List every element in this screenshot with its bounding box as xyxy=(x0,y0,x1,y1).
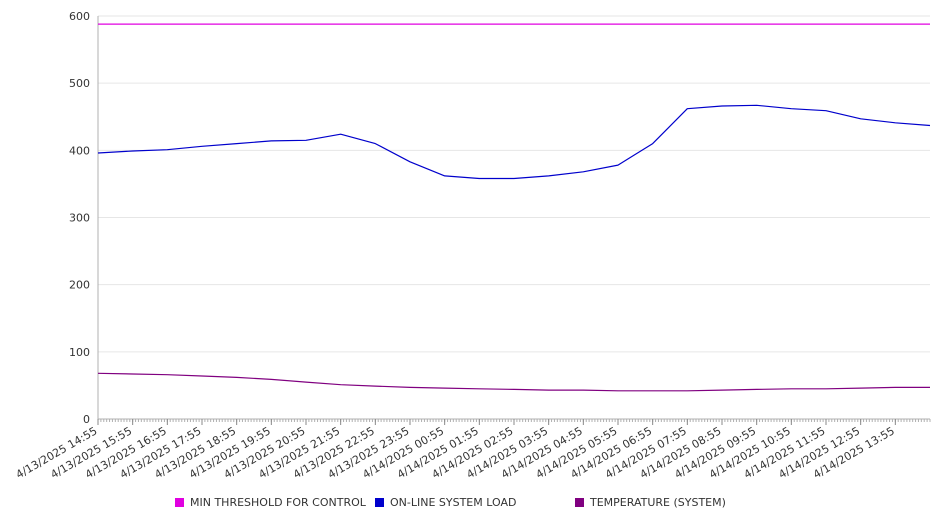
legend-item-system-load[interactable]: ON-LINE SYSTEM LOAD xyxy=(375,496,516,509)
series-line-1 xyxy=(97,104,931,180)
legend-item-temperature[interactable]: TEMPERATURE (SYSTEM) xyxy=(575,496,726,509)
y-tick-label: 500 xyxy=(69,77,90,90)
y-axis-ticks: 0 100 200 300 400 500 600 xyxy=(69,10,90,426)
legend-label-system-load: ON-LINE SYSTEM LOAD xyxy=(390,496,517,509)
legend-item-min-threshold[interactable]: MIN THRESHOLD FOR CONTROL xyxy=(175,496,366,509)
series-lines xyxy=(97,23,931,392)
y-tick-label: 400 xyxy=(69,144,90,157)
y-tick-label: 200 xyxy=(69,279,90,292)
y-tick-label: 600 xyxy=(69,10,90,23)
legend: MIN THRESHOLD FOR CONTROL ON-LINE SYSTEM… xyxy=(0,496,946,516)
y-tick-label: 100 xyxy=(69,346,90,359)
legend-label-min-threshold: MIN THRESHOLD FOR CONTROL xyxy=(190,496,366,509)
x-axis-ticks: 4/13/2025 14:554/13/2025 15:554/13/2025 … xyxy=(14,419,897,481)
legend-label-temperature: TEMPERATURE (SYSTEM) xyxy=(590,496,726,509)
legend-swatch-temperature xyxy=(575,498,584,507)
legend-swatch-min-threshold xyxy=(175,498,184,507)
y-tick-label: 300 xyxy=(69,212,90,225)
axes xyxy=(97,16,931,422)
gridlines xyxy=(98,15,930,353)
y-tick-label: 0 xyxy=(83,413,90,426)
legend-swatch-system-load xyxy=(375,498,384,507)
series-line-2 xyxy=(97,372,930,392)
